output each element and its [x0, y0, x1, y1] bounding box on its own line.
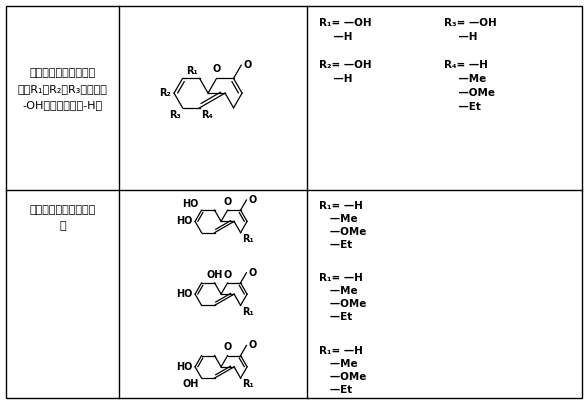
Text: HO: HO	[176, 362, 192, 372]
Text: —Me: —Me	[444, 74, 486, 84]
Text: —H: —H	[444, 32, 477, 42]
Text: 双酚羟基类香豆素衍生: 双酚羟基类香豆素衍生	[29, 205, 96, 215]
Text: R₂= —OH: R₂= —OH	[319, 60, 371, 70]
Text: O: O	[248, 341, 257, 350]
Text: —Me: —Me	[319, 214, 358, 224]
Text: O: O	[212, 64, 220, 74]
Text: —Et: —Et	[319, 240, 352, 250]
Text: R₁: R₁	[186, 66, 198, 76]
Text: —OMe: —OMe	[319, 372, 366, 382]
Text: R₂: R₂	[159, 88, 171, 98]
Text: R₃: R₃	[169, 109, 181, 120]
Text: O: O	[248, 195, 257, 205]
Text: R₁= —H: R₁= —H	[319, 346, 363, 356]
Text: HO: HO	[176, 289, 192, 299]
Text: R₁: R₁	[243, 307, 255, 317]
Text: —Et: —Et	[444, 102, 481, 112]
Text: —Me: —Me	[319, 286, 358, 297]
Text: R₁= —H: R₁= —H	[319, 274, 363, 283]
Text: OH: OH	[206, 269, 223, 280]
Text: R₄= —H: R₄= —H	[444, 60, 487, 70]
Text: —Et: —Et	[319, 385, 352, 395]
Text: 单酚羟基类香豆素衍生: 单酚羟基类香豆素衍生	[29, 68, 96, 78]
Text: O: O	[223, 269, 232, 280]
Text: —Et: —Et	[319, 312, 352, 322]
Text: —Me: —Me	[319, 359, 358, 369]
Text: 物（R₁、R₂、R₃中之一为: 物（R₁、R₂、R₃中之一为	[18, 84, 108, 94]
Text: —OMe: —OMe	[319, 299, 366, 309]
Text: R₄: R₄	[202, 109, 213, 120]
Text: —H: —H	[319, 32, 352, 42]
Text: OH: OH	[182, 379, 199, 389]
Text: -OH时，其它则为-H）: -OH时，其它则为-H）	[23, 100, 103, 110]
Text: —OMe: —OMe	[444, 88, 495, 98]
Text: R₁= —H: R₁= —H	[319, 201, 363, 210]
Text: O: O	[223, 197, 232, 207]
Text: —OMe: —OMe	[319, 227, 366, 237]
Text: 物: 物	[59, 221, 66, 231]
Text: O: O	[243, 60, 252, 70]
Text: R₃= —OH: R₃= —OH	[444, 18, 497, 28]
Text: HO: HO	[182, 199, 199, 209]
Text: R₁: R₁	[243, 379, 255, 389]
Text: HO: HO	[176, 217, 192, 226]
Text: R₁= —OH: R₁= —OH	[319, 18, 371, 28]
Text: O: O	[223, 342, 232, 352]
Text: O: O	[248, 268, 257, 278]
Text: R₁: R₁	[243, 234, 255, 244]
Text: —H: —H	[319, 74, 352, 84]
